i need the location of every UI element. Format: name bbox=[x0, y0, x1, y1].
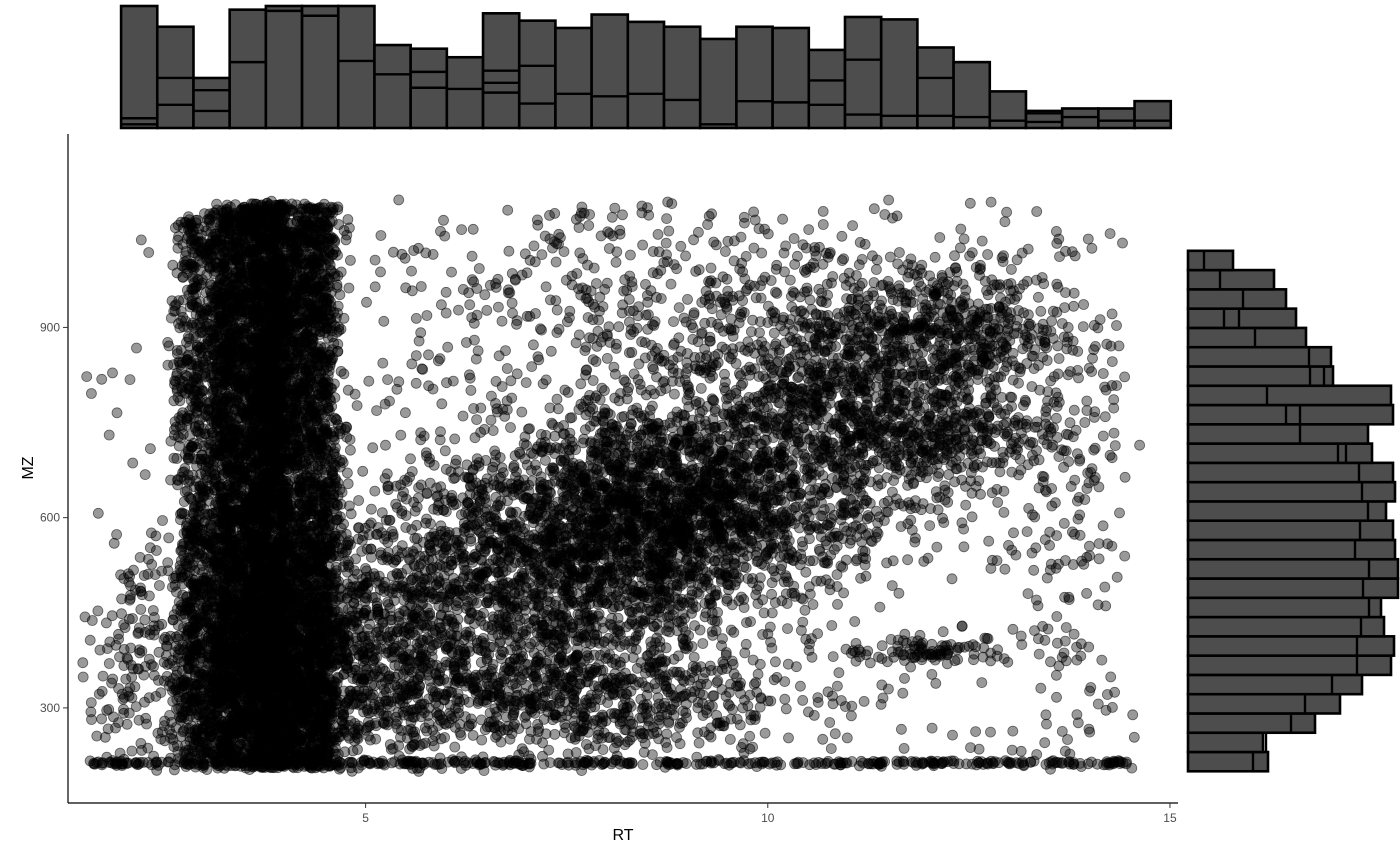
top-histogram-bar bbox=[698, 37, 738, 130]
top-histogram-bar bbox=[264, 4, 304, 130]
right-histogram-bar bbox=[1186, 249, 1235, 272]
top-histogram-bar bbox=[228, 8, 268, 130]
scatter-point bbox=[300, 211, 312, 223]
right-histogram-bar bbox=[1186, 750, 1270, 773]
top-histogram-bar bbox=[336, 4, 376, 130]
top-histogram-bar bbox=[192, 76, 231, 130]
right-histogram-bar bbox=[1186, 461, 1395, 484]
top-histogram-bar bbox=[843, 15, 883, 130]
scatter-point bbox=[319, 418, 331, 430]
scatter-point bbox=[335, 266, 347, 278]
top-histogram-bar bbox=[300, 4, 340, 130]
top-histogram-bar bbox=[988, 90, 1028, 130]
right-histogram-bar bbox=[1186, 538, 1397, 561]
top-histogram-bar bbox=[1060, 107, 1100, 130]
right-histogram-bar bbox=[1186, 423, 1370, 445]
right-histogram-bar bbox=[1186, 731, 1265, 754]
right-histogram-bar bbox=[1186, 480, 1397, 503]
top-histogram-bar bbox=[662, 25, 702, 130]
scatter-point bbox=[325, 395, 337, 406]
right-histogram-bar bbox=[1186, 577, 1400, 600]
scatter-point bbox=[289, 284, 301, 295]
scatter-point bbox=[331, 326, 343, 338]
top-histogram-bar bbox=[517, 19, 557, 130]
top-histogram-bar bbox=[373, 43, 412, 130]
right-histogram-bar bbox=[1186, 557, 1400, 580]
top-marginal-histogram bbox=[119, 4, 1173, 130]
scatter-point bbox=[304, 372, 316, 384]
top-histogram-bar bbox=[771, 26, 811, 130]
scatter-point bbox=[331, 279, 343, 291]
top-histogram-bar bbox=[879, 18, 919, 130]
top-histogram-bar bbox=[445, 55, 485, 130]
right-histogram-bar bbox=[1186, 519, 1395, 542]
scatter-points bbox=[77, 194, 1145, 777]
right-histogram-bar bbox=[1186, 635, 1396, 657]
right-histogram-bar bbox=[1186, 500, 1388, 522]
scatter-point bbox=[324, 360, 336, 372]
right-histogram-bar bbox=[1186, 615, 1386, 638]
top-histogram-bar bbox=[1133, 99, 1173, 130]
top-histogram-bar bbox=[590, 13, 630, 130]
right-histogram-bar bbox=[1186, 673, 1364, 696]
right-marginal-histogram bbox=[1186, 249, 1400, 773]
right-histogram-bar bbox=[1186, 442, 1374, 465]
scatter-point bbox=[314, 329, 326, 340]
scatter-point bbox=[330, 312, 342, 324]
right-histogram-bar bbox=[1186, 692, 1342, 715]
scatter-point bbox=[291, 215, 303, 227]
top-histogram-bar bbox=[807, 48, 847, 130]
top-histogram-bar bbox=[626, 20, 666, 130]
top-histogram-bar bbox=[554, 26, 593, 130]
top-histogram-bar bbox=[119, 4, 159, 130]
right-histogram-bar bbox=[1186, 654, 1393, 677]
top-histogram-bar bbox=[1097, 107, 1136, 130]
right-histogram-bar bbox=[1186, 326, 1308, 349]
scatter-point bbox=[303, 453, 315, 465]
scatter-point bbox=[322, 381, 334, 393]
right-histogram-bar bbox=[1186, 403, 1395, 426]
right-histogram-bar bbox=[1186, 365, 1335, 388]
right-histogram-bar bbox=[1186, 307, 1298, 330]
right-histogram-bar bbox=[1186, 288, 1288, 310]
scatter-point bbox=[338, 368, 350, 380]
scatter-point bbox=[334, 461, 346, 473]
scatter-point bbox=[301, 282, 313, 294]
scatter-point bbox=[300, 222, 312, 234]
scatter-point bbox=[295, 273, 306, 285]
right-histogram-bar bbox=[1186, 384, 1393, 407]
top-histogram-bar bbox=[735, 25, 774, 130]
right-histogram-bar bbox=[1186, 596, 1383, 619]
right-histogram-bar bbox=[1186, 712, 1317, 735]
right-histogram-bar bbox=[1186, 268, 1276, 291]
